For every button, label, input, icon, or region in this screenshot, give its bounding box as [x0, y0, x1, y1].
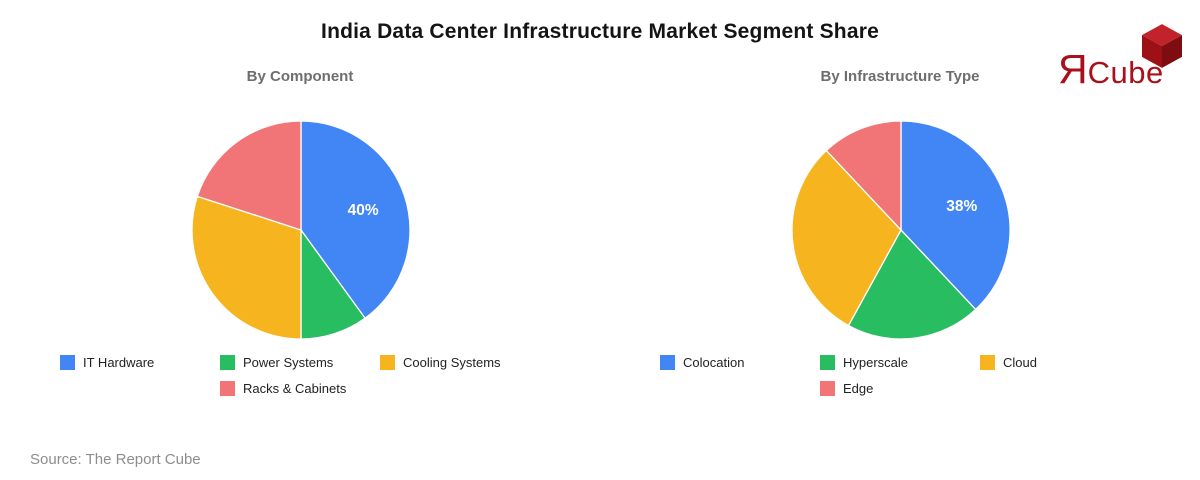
page-title: India Data Center Infrastructure Market …: [321, 20, 879, 43]
legend-label: Power Systems: [243, 355, 334, 370]
legend-item-edge: Edge: [820, 381, 980, 396]
legend-label: Colocation: [683, 355, 745, 370]
legend-by-component: IT Hardware Power Systems Cooling System…: [60, 355, 540, 396]
pie-slice-it-hardware: [300, 120, 411, 320]
legend-item-racks-cabinets: Racks & Cabinets: [220, 381, 380, 396]
legend-label: Racks & Cabinets: [243, 381, 347, 396]
logo-mark: Я: [1058, 46, 1088, 92]
legend-swatch: [380, 355, 395, 370]
legend-label: Hyperscale: [843, 355, 909, 370]
chart-panel-by-infrastructure-type: By Infrastructure Type 38% Colocation Hy…: [600, 60, 1200, 420]
legend-swatch: [660, 355, 675, 370]
legend-item-cloud: Cloud: [980, 355, 1140, 370]
legend-label: Cloud: [1003, 355, 1037, 370]
pie-slice-cloud: [791, 149, 902, 327]
pie-slice-cooling-systems: [191, 195, 302, 340]
legend-swatch: [980, 355, 995, 370]
legend-swatch: [220, 355, 235, 370]
chart-subtitle: By Component: [246, 68, 354, 85]
legend-item-power-systems: Power Systems: [220, 355, 380, 370]
legend-label: Edge: [843, 381, 874, 396]
pie-slice-colocation: [900, 120, 1011, 311]
pie-data-label: 40%: [348, 202, 379, 219]
legend-swatch: [820, 381, 835, 396]
legend-label: Cooling Systems: [403, 355, 501, 370]
legend-item-colocation: Colocation: [660, 355, 820, 370]
pie-chart-by-infrastructure-type: 38%: [791, 120, 1011, 340]
chart-subtitle: By Infrastructure Type: [820, 68, 980, 85]
chart-panel-by-component: By Component 40% IT Hardware Power Syste…: [0, 60, 600, 420]
cube-icon: [1142, 24, 1182, 68]
pie-data-label: 38%: [946, 198, 977, 215]
legend-item-cooling-systems: Cooling Systems: [380, 355, 540, 370]
legend-swatch: [60, 355, 75, 370]
legend-swatch: [220, 381, 235, 396]
pie-slice-racks-cabinets: [196, 120, 302, 231]
pie-slice-hyperscale: [847, 228, 977, 340]
source-note: Source: The Report Cube: [30, 451, 201, 468]
logo-text: Я Cube: [1058, 49, 1164, 90]
pie-chart-by-component: 40%: [191, 120, 411, 340]
legend-item-hyperscale: Hyperscale: [820, 355, 980, 370]
legend-label: IT Hardware: [83, 355, 155, 370]
report-cube-logo: Я Cube: [1058, 24, 1186, 92]
legend-item-it-hardware: IT Hardware: [60, 355, 220, 370]
logo-word: Cube: [1087, 55, 1164, 90]
pie-slice-edge: [825, 120, 902, 232]
legend-swatch: [820, 355, 835, 370]
legend-by-infrastructure-type: Colocation Hyperscale Cloud Edge: [660, 355, 1140, 396]
